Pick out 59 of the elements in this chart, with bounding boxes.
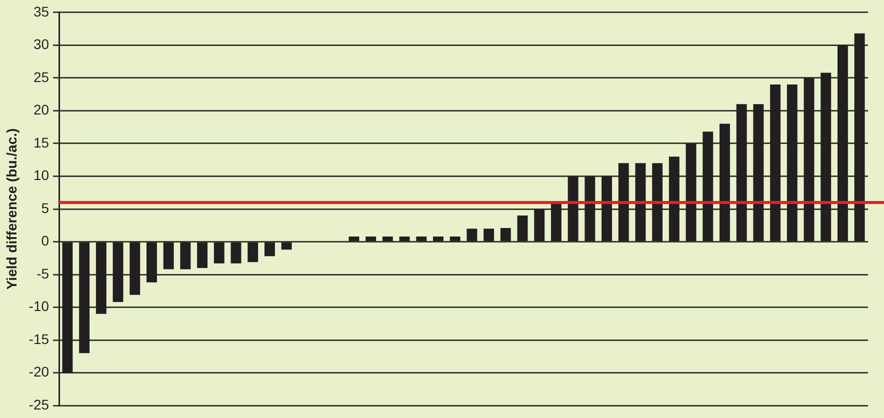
bar [484, 228, 494, 242]
bar [584, 176, 596, 242]
bar [112, 242, 124, 302]
bar [416, 236, 427, 242]
bar [550, 202, 562, 242]
y-tick-label: -5 [36, 265, 50, 282]
y-tick-label: 30 [33, 36, 50, 52]
y-tick-label: -20 [28, 364, 50, 380]
y-tick-label: 25 [33, 68, 50, 85]
bar [281, 242, 292, 250]
bar [248, 242, 258, 262]
bar [786, 84, 798, 242]
y-tick-label: 10 [33, 167, 50, 184]
bar [96, 242, 106, 314]
bar [635, 163, 646, 242]
bar [466, 228, 478, 242]
bar [399, 236, 410, 242]
bar [820, 72, 832, 242]
bar [214, 242, 224, 264]
bar [804, 78, 814, 242]
y-tick-label: 5 [41, 200, 50, 216]
bar [230, 242, 242, 264]
y-axis-title: Yield difference (bu./ac.) [3, 128, 20, 290]
bar [854, 33, 865, 242]
bar [618, 163, 629, 242]
bar [668, 156, 680, 242]
y-tick-label: 15 [33, 134, 50, 150]
bar [770, 84, 781, 242]
y-tick-label: 20 [33, 102, 50, 118]
bar [130, 242, 140, 295]
bar [146, 242, 157, 282]
bar [686, 143, 696, 242]
bar [348, 236, 360, 242]
bar [366, 236, 376, 242]
bar [433, 236, 444, 242]
y-tick-label: -10 [28, 298, 50, 314]
y-tick-label: -25 [28, 396, 50, 412]
y-tick-label: -15 [28, 330, 50, 347]
bar [534, 209, 545, 242]
bar [720, 124, 730, 242]
y-tick-label: 0 [41, 232, 50, 249]
bar [382, 236, 393, 242]
bar [180, 242, 191, 270]
bar [652, 163, 663, 242]
bar [450, 236, 460, 242]
bar [568, 176, 578, 242]
bar [702, 132, 714, 242]
bar [264, 242, 275, 256]
bar [517, 216, 528, 242]
bar [79, 242, 90, 354]
y-tick-label: 35 [33, 3, 50, 20]
bar [62, 242, 73, 373]
bar [753, 104, 764, 242]
bar [736, 104, 747, 242]
bar [837, 45, 848, 242]
bar [500, 228, 511, 242]
bar [163, 242, 174, 270]
bar [197, 242, 208, 268]
bar [602, 176, 612, 242]
